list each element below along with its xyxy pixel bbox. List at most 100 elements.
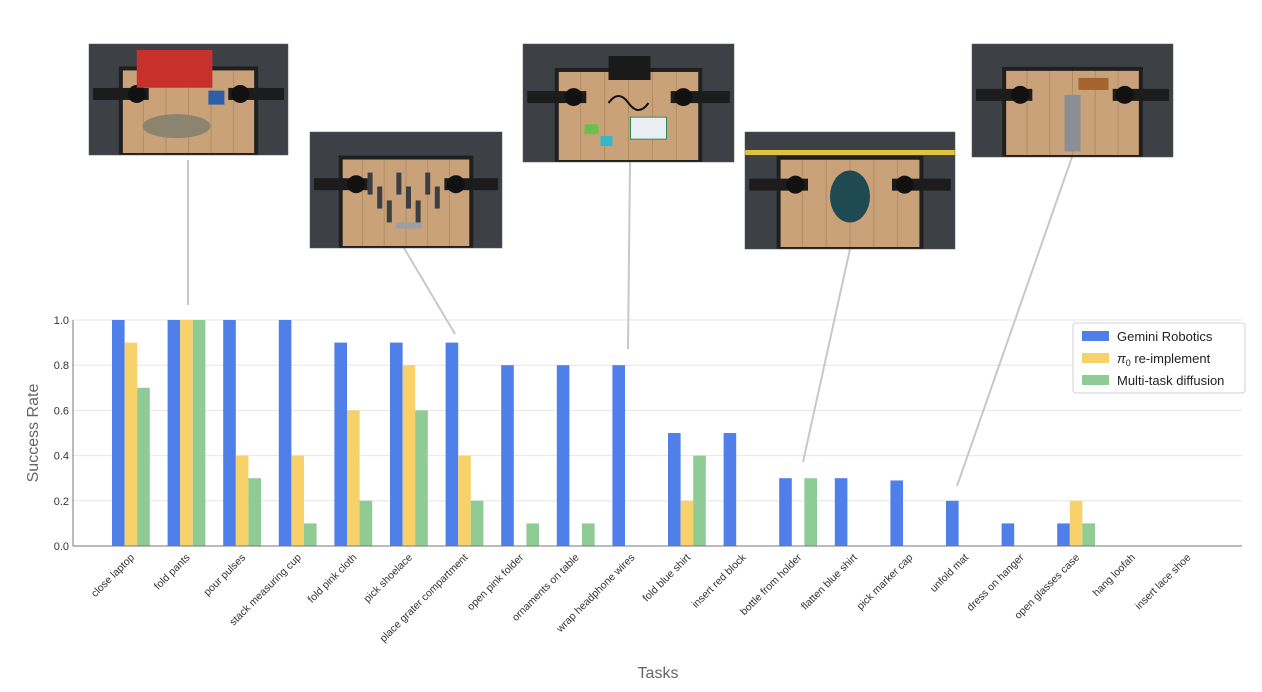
y-tick-label: 0.8 xyxy=(54,360,69,372)
x-tick-label: dress on hanger xyxy=(964,551,1026,613)
holder xyxy=(1078,77,1109,90)
tool xyxy=(406,186,411,209)
bar-unfold-mat-s1 xyxy=(946,500,959,546)
bar-open-glasses-case-s1 xyxy=(1057,523,1070,546)
y-axis-label: Success Rate xyxy=(25,384,42,483)
rolled-mat xyxy=(1064,94,1081,152)
bar-place-grater-compartment-s1 xyxy=(445,342,459,546)
bar-open-glasses-case-s2 xyxy=(1069,500,1083,546)
legend-label: π0 re-implement xyxy=(1117,351,1211,368)
right-gripper xyxy=(446,175,465,194)
bar-ornaments-on-table-s3 xyxy=(582,523,595,546)
bar-close-laptop-s2 xyxy=(124,342,138,546)
headphone-wire xyxy=(607,95,650,111)
x-tick-label: insert lace shoe xyxy=(1133,552,1194,613)
legend: Gemini Robotics π0 re-implement Multi-task… xyxy=(1072,322,1246,394)
wrap-headphone-wires-photo xyxy=(522,43,735,163)
legend-box xyxy=(1072,322,1246,394)
left-gripper xyxy=(127,84,146,103)
x-tick-label: fold pants xyxy=(152,552,193,593)
x-tick-label: unfold mat xyxy=(928,552,971,595)
x-tick-label: flatten blue shirt xyxy=(799,552,860,613)
bars xyxy=(112,320,1095,546)
bar-stack-measuring-cup-s1 xyxy=(278,320,292,546)
bar-pick-shoelace-s3 xyxy=(415,410,428,546)
bar-open-pink-folder-s1 xyxy=(501,365,514,546)
x-tick-label: pour pulses xyxy=(201,552,248,599)
y-tick-label: 0.2 xyxy=(54,496,69,508)
place-grater-compartment-photo xyxy=(309,131,503,249)
left-gripper xyxy=(347,175,366,194)
tool xyxy=(367,172,373,195)
bar-fold-pink-cloth-s3 xyxy=(359,500,373,546)
legend-label: Gemini Robotics xyxy=(1117,329,1213,344)
legend-swatch xyxy=(1082,331,1109,341)
left-gripper xyxy=(786,175,805,194)
tool xyxy=(415,200,421,223)
bar-fold-pink-cloth-s1 xyxy=(334,342,347,546)
axes xyxy=(72,320,1242,547)
tool xyxy=(377,186,383,209)
x-tick-label: insert red block xyxy=(690,551,749,610)
bottle-from-holder-photo-leader xyxy=(802,248,851,463)
place-grater-compartment-photo-leader xyxy=(403,247,456,335)
bar-pick-shoelace-s2 xyxy=(402,365,416,546)
x-tick-label: bottle from holder xyxy=(738,551,805,618)
blue-shirt xyxy=(830,170,870,223)
tool xyxy=(434,186,440,209)
hazard-stripe xyxy=(745,150,955,155)
bar-pour-pulses-s3 xyxy=(248,478,261,546)
green-block xyxy=(584,124,599,135)
wrap-headphone-wires-photo-leader xyxy=(627,161,631,350)
legend-swatch xyxy=(1082,375,1109,385)
bar-ornaments-on-table-s1 xyxy=(556,365,570,546)
bar-pour-pulses-s1 xyxy=(223,320,236,546)
laptop xyxy=(608,56,651,80)
y-tick-label: 0.0 xyxy=(54,541,69,553)
workcell-frame xyxy=(338,155,474,248)
bar-open-glasses-case-s3 xyxy=(1082,523,1095,546)
bar-close-laptop-s1 xyxy=(112,320,125,546)
bar-bottle-from-holder-s1 xyxy=(779,478,792,546)
sign xyxy=(630,116,667,140)
bar-pick-marker-cap-s1 xyxy=(890,480,903,546)
photo-border xyxy=(744,131,956,250)
right-gripper xyxy=(895,175,914,194)
bar-fold-pink-cloth-s2 xyxy=(347,410,360,546)
bar-place-grater-compartment-s3 xyxy=(470,500,484,546)
x-tick-label: fold blue shirt xyxy=(640,552,693,605)
x-tick-label: open pink folder xyxy=(465,551,527,613)
tool xyxy=(396,172,402,195)
grater xyxy=(396,222,422,229)
bar-close-laptop-s3 xyxy=(137,387,150,546)
bar-flatten-blue-shirt-s1 xyxy=(834,478,848,546)
bar-pick-shoelace-s1 xyxy=(390,342,403,546)
x-tick-label: fold pink cloth xyxy=(306,552,360,606)
bar-open-pink-folder-s3 xyxy=(526,523,539,546)
bar-bottle-from-holder-s3 xyxy=(804,478,817,546)
bottle-from-holder-photo xyxy=(744,131,956,250)
workcell-frame xyxy=(776,155,924,249)
bar-fold-blue-shirt-s1 xyxy=(668,433,681,546)
y-tick-label: 0.6 xyxy=(54,405,69,417)
x-tick-label: pick marker cap xyxy=(855,552,916,613)
tool xyxy=(425,172,431,195)
x-tick-label: hang loofah xyxy=(1091,552,1138,599)
y-tick-label: 0.4 xyxy=(54,451,69,463)
unfold-mat-photo-leader xyxy=(956,156,1073,487)
fold-pants-photo xyxy=(88,43,289,156)
y-tick-label: 1.0 xyxy=(54,315,69,327)
x-tick-label: close laptop xyxy=(89,552,137,600)
bar-fold-blue-shirt-s2 xyxy=(680,500,694,546)
right-gripper xyxy=(231,84,250,103)
y-tick-labels: 0.0 0.2 0.4 0.6 0.8 1.0 xyxy=(54,315,69,553)
blue-block xyxy=(600,136,613,147)
folded-pants xyxy=(142,114,211,139)
legend-swatch xyxy=(1082,353,1109,363)
bar-wrap-headphone-wires-s1 xyxy=(612,365,625,546)
unfold-mat-photo xyxy=(971,43,1174,158)
x-axis-label: Tasks xyxy=(638,665,679,682)
grid-lines xyxy=(73,319,1242,502)
